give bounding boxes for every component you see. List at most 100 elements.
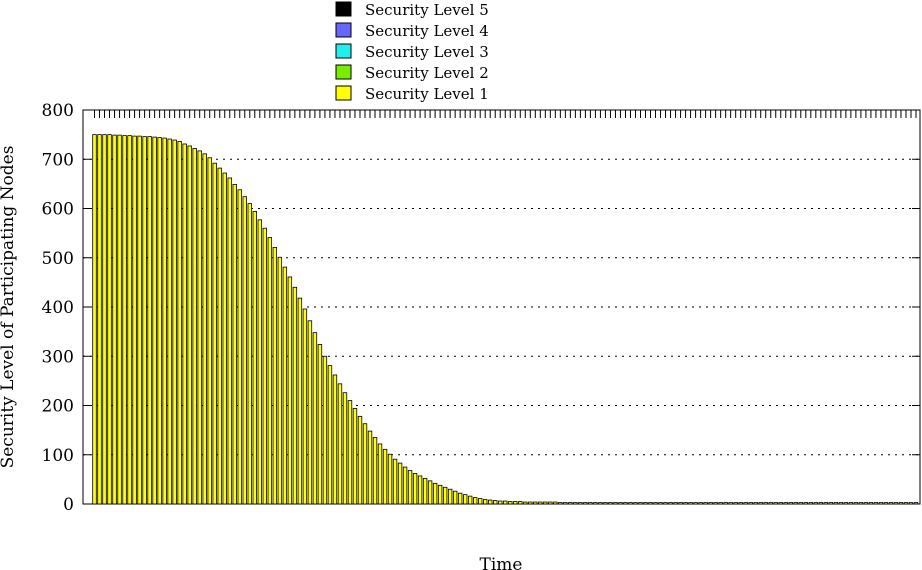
bar xyxy=(503,500,508,505)
bar xyxy=(903,502,909,505)
bar xyxy=(262,227,268,505)
bar xyxy=(417,475,423,505)
bar xyxy=(638,502,643,505)
bar xyxy=(678,502,683,505)
bar xyxy=(748,502,753,505)
bar xyxy=(518,501,523,505)
bar xyxy=(513,501,518,505)
bar xyxy=(202,153,207,505)
bar xyxy=(558,502,563,505)
bar xyxy=(267,237,273,505)
y-tick-label: 300 xyxy=(42,347,74,367)
bar xyxy=(543,501,548,505)
bar xyxy=(232,183,237,505)
bar xyxy=(372,437,378,505)
y-tick-label: 600 xyxy=(42,200,74,220)
bar xyxy=(247,203,252,505)
bar xyxy=(392,458,398,505)
bar xyxy=(102,134,107,505)
bar xyxy=(878,502,884,505)
bar xyxy=(618,502,623,505)
bar xyxy=(853,502,859,505)
bar xyxy=(122,135,127,505)
bar xyxy=(583,502,588,505)
bar xyxy=(788,502,793,505)
bar xyxy=(823,502,829,505)
bar xyxy=(207,157,212,505)
bar xyxy=(758,502,763,505)
bar xyxy=(633,502,638,505)
bar xyxy=(257,219,263,505)
bar xyxy=(793,502,798,505)
bar xyxy=(628,502,633,505)
bar xyxy=(898,502,904,505)
bar xyxy=(132,135,137,505)
bar xyxy=(157,137,162,505)
bar xyxy=(347,400,353,505)
bar xyxy=(442,486,448,505)
bar xyxy=(277,256,283,505)
bar xyxy=(883,502,889,505)
bar xyxy=(488,499,493,505)
bar xyxy=(437,484,443,505)
bar xyxy=(693,502,698,505)
legend-swatch xyxy=(335,22,352,38)
bar xyxy=(302,308,308,505)
legend-label: Security Level 4 xyxy=(365,22,489,40)
bar xyxy=(467,495,473,505)
bar xyxy=(778,502,783,505)
bar xyxy=(397,462,403,505)
bar xyxy=(307,320,313,505)
bar xyxy=(528,501,533,505)
bar xyxy=(578,502,583,505)
bar xyxy=(457,492,463,505)
bar xyxy=(177,141,182,505)
bar xyxy=(658,502,663,505)
bar xyxy=(312,332,318,505)
legend-label: Security Level 3 xyxy=(365,43,489,61)
bar xyxy=(773,502,778,505)
bar xyxy=(553,501,558,505)
bar xyxy=(478,498,483,505)
bar xyxy=(182,143,187,505)
bar xyxy=(412,473,418,505)
bar xyxy=(843,502,849,505)
legend-swatch xyxy=(335,43,352,59)
bar xyxy=(588,502,593,505)
bar xyxy=(112,134,117,505)
bar xyxy=(833,502,839,505)
bar xyxy=(718,502,723,505)
bar xyxy=(808,502,814,505)
bar xyxy=(352,408,358,505)
bar xyxy=(803,502,809,505)
legend-swatch xyxy=(335,64,352,80)
bar xyxy=(673,502,678,505)
bar xyxy=(593,502,598,505)
bar xyxy=(282,266,288,505)
bar xyxy=(763,502,768,505)
bar xyxy=(623,502,628,505)
y-tick-label: 100 xyxy=(42,446,74,466)
x-axis-label: Time xyxy=(480,555,523,570)
bar xyxy=(493,500,498,505)
bar xyxy=(252,211,257,505)
bar xyxy=(472,497,478,505)
bar xyxy=(322,355,328,505)
bar xyxy=(738,502,743,505)
bar xyxy=(272,247,278,505)
bar xyxy=(663,502,668,505)
bar xyxy=(382,448,388,505)
bar xyxy=(197,150,202,505)
bar xyxy=(533,501,538,505)
bar xyxy=(888,502,894,505)
bar xyxy=(117,134,122,505)
bar xyxy=(613,502,618,505)
bar xyxy=(142,136,147,505)
bar xyxy=(723,502,728,505)
bar xyxy=(868,502,874,505)
bar xyxy=(538,501,543,505)
y-tick-label: 400 xyxy=(42,298,74,318)
bar xyxy=(427,480,433,505)
bar xyxy=(452,490,458,505)
